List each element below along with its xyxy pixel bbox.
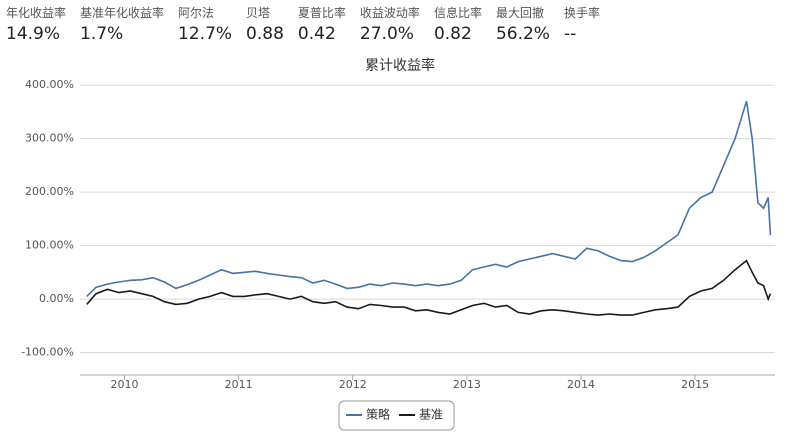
- metric-label: 贝塔: [246, 6, 271, 20]
- metric: 基准年化收益率 1.7%: [80, 4, 164, 44]
- metric: 年化收益率 14.9%: [6, 4, 66, 44]
- metric: 阿尔法 12.7%: [178, 4, 232, 44]
- metric-value: 14.9%: [6, 24, 61, 44]
- metric-label: 阿尔法: [178, 6, 215, 20]
- legend-label: 基准: [419, 408, 443, 422]
- metric-label: 基准年化收益率: [80, 6, 165, 20]
- x-tick-label: 2015: [681, 378, 709, 391]
- metric: 信息比率 0.82: [434, 4, 482, 44]
- metric: 最大回撤 56.2%: [496, 4, 550, 44]
- metric-label: 年化收益率: [6, 6, 67, 20]
- metric-value: 27.0%: [359, 24, 414, 44]
- legend-label: 策略: [366, 407, 390, 422]
- y-tick-label: 200.00%: [25, 185, 74, 198]
- series-line: [86, 100, 772, 297]
- y-tick-label: 400.00%: [25, 78, 74, 91]
- x-tick-label: 2013: [453, 378, 481, 391]
- metric: 换手率 --: [564, 4, 600, 44]
- metric-label: 最大回撤: [495, 6, 544, 20]
- metric-label: 信息比率: [433, 6, 482, 20]
- metric-label: 换手率: [563, 6, 600, 20]
- y-tick-label: 0.00%: [39, 292, 74, 305]
- metric-value: 0.42: [297, 24, 336, 44]
- metrics-bar: 年化收益率 14.9% 基准年化收益率 1.7% 阿尔法 12.7% 贝塔 0.88 夏普比率 0…: [6, 4, 614, 44]
- x-tick-label: 2012: [339, 378, 367, 391]
- series-line: [86, 259, 772, 316]
- x-tick-label: 2014: [567, 378, 595, 391]
- metric-value: 56.2%: [495, 24, 550, 44]
- metric-value: 12.7%: [178, 24, 233, 44]
- legend-box: [338, 400, 455, 431]
- y-tick-label: 300.00%: [25, 132, 74, 145]
- y-tick-label: -100.00%: [21, 346, 74, 359]
- metric: 收益波动率 27.0%: [360, 4, 420, 44]
- metric-label: 收益波动率: [359, 6, 420, 20]
- metric-value: 0.88: [246, 24, 284, 44]
- chart-title: 累计收益率: [365, 57, 435, 74]
- metric-value: 1.7%: [80, 24, 124, 44]
- y-tick-label: 100.00%: [25, 239, 74, 252]
- metric-value: 0.82: [433, 24, 472, 44]
- metric-value: --: [563, 24, 577, 44]
- metric: 夏普比率 0.42: [298, 4, 346, 44]
- x-tick-label: 2011: [225, 378, 253, 391]
- metric-label: 夏普比率: [297, 6, 346, 20]
- x-tick-label: 2010: [111, 378, 139, 391]
- metric: 贝塔 0.88: [246, 4, 284, 44]
